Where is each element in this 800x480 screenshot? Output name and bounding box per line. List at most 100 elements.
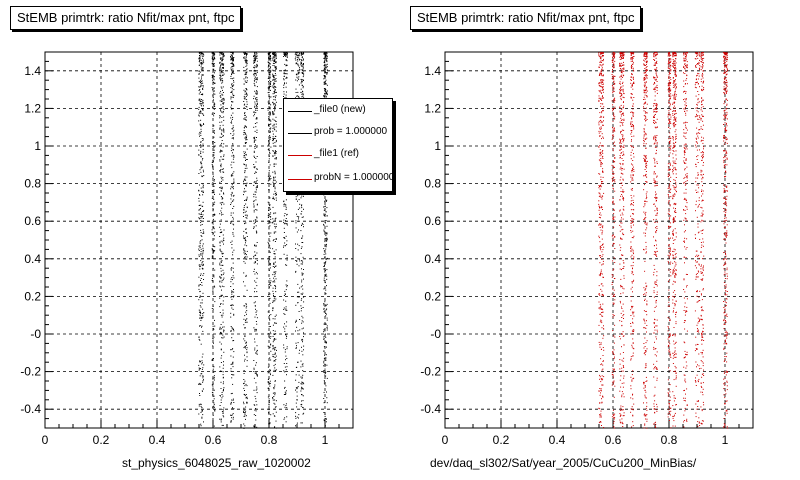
data-point <box>324 56 326 58</box>
data-point <box>253 367 255 369</box>
data-point <box>220 267 222 269</box>
data-point <box>303 269 304 270</box>
data-point <box>230 186 232 188</box>
data-point <box>630 181 632 183</box>
data-point <box>324 71 326 73</box>
data-point <box>326 57 328 59</box>
data-point <box>619 76 621 78</box>
data-point <box>267 396 269 398</box>
data-point <box>222 94 224 96</box>
data-point <box>231 62 233 64</box>
data-point <box>268 144 269 146</box>
data-point <box>631 93 633 95</box>
data-point <box>621 74 623 76</box>
data-point <box>268 389 270 391</box>
data-point <box>200 240 202 242</box>
data-point <box>243 190 245 192</box>
data-point <box>245 203 247 205</box>
data-point <box>270 69 272 71</box>
data-point <box>255 281 257 283</box>
data-point <box>269 418 271 420</box>
data-point <box>269 74 271 76</box>
data-point <box>602 396 604 398</box>
data-point <box>219 306 221 308</box>
data-point <box>302 292 304 294</box>
data-point <box>326 207 328 209</box>
data-point <box>253 181 255 183</box>
data-point <box>273 338 275 339</box>
data-point <box>599 142 601 144</box>
data-point <box>273 176 274 178</box>
data-point <box>300 59 302 60</box>
data-point <box>272 113 274 115</box>
data-point <box>325 57 327 59</box>
data-point <box>243 107 245 109</box>
data-point <box>620 414 622 416</box>
data-point <box>273 392 275 394</box>
data-point <box>275 67 277 69</box>
data-point <box>612 165 614 167</box>
data-point <box>268 119 270 121</box>
data-point <box>254 52 256 53</box>
data-point <box>622 90 624 92</box>
data-point <box>273 232 275 234</box>
data-point <box>200 216 202 217</box>
data-point <box>246 215 248 217</box>
data-point <box>203 175 205 177</box>
data-point <box>600 343 602 345</box>
data-point <box>222 197 224 199</box>
data-point <box>273 55 275 57</box>
data-point <box>268 174 270 176</box>
data-point <box>211 229 213 231</box>
data-point <box>598 209 600 211</box>
data-point <box>268 400 270 401</box>
data-point <box>324 191 326 193</box>
data-point <box>254 57 256 59</box>
data-point <box>614 106 616 108</box>
data-point <box>600 151 602 153</box>
data-point <box>324 354 326 356</box>
data-point <box>253 61 255 63</box>
data-point <box>602 152 604 154</box>
data-point <box>302 60 304 62</box>
data-point <box>619 82 621 84</box>
data-point <box>614 100 616 102</box>
data-point <box>202 377 204 379</box>
data-point <box>231 374 233 375</box>
data-point <box>302 67 304 69</box>
data-point <box>613 383 614 385</box>
data-point <box>268 54 270 56</box>
data-point <box>603 120 604 122</box>
data-point <box>274 65 276 67</box>
data-point <box>284 386 286 388</box>
data-point <box>603 246 605 248</box>
data-point <box>256 71 258 73</box>
data-point <box>275 238 277 240</box>
data-point <box>231 200 233 202</box>
data-point <box>202 381 204 383</box>
data-point <box>283 84 285 86</box>
data-point <box>273 52 275 54</box>
data-point <box>613 117 615 119</box>
data-point <box>323 371 325 373</box>
data-point <box>274 218 276 220</box>
data-point <box>233 224 235 226</box>
data-point <box>274 173 276 175</box>
data-point <box>198 133 200 135</box>
data-point <box>199 52 201 54</box>
data-point <box>230 414 232 416</box>
data-point <box>645 53 647 54</box>
data-point <box>269 422 271 424</box>
data-point <box>620 238 622 240</box>
data-point <box>231 244 233 245</box>
data-point <box>620 176 622 178</box>
data-point <box>221 392 223 393</box>
data-point <box>299 260 301 262</box>
data-point <box>274 172 276 174</box>
data-point <box>273 272 275 274</box>
data-point <box>203 231 205 233</box>
data-point <box>645 241 647 243</box>
data-point <box>269 382 271 384</box>
data-point <box>199 89 201 90</box>
data-point <box>302 242 304 243</box>
